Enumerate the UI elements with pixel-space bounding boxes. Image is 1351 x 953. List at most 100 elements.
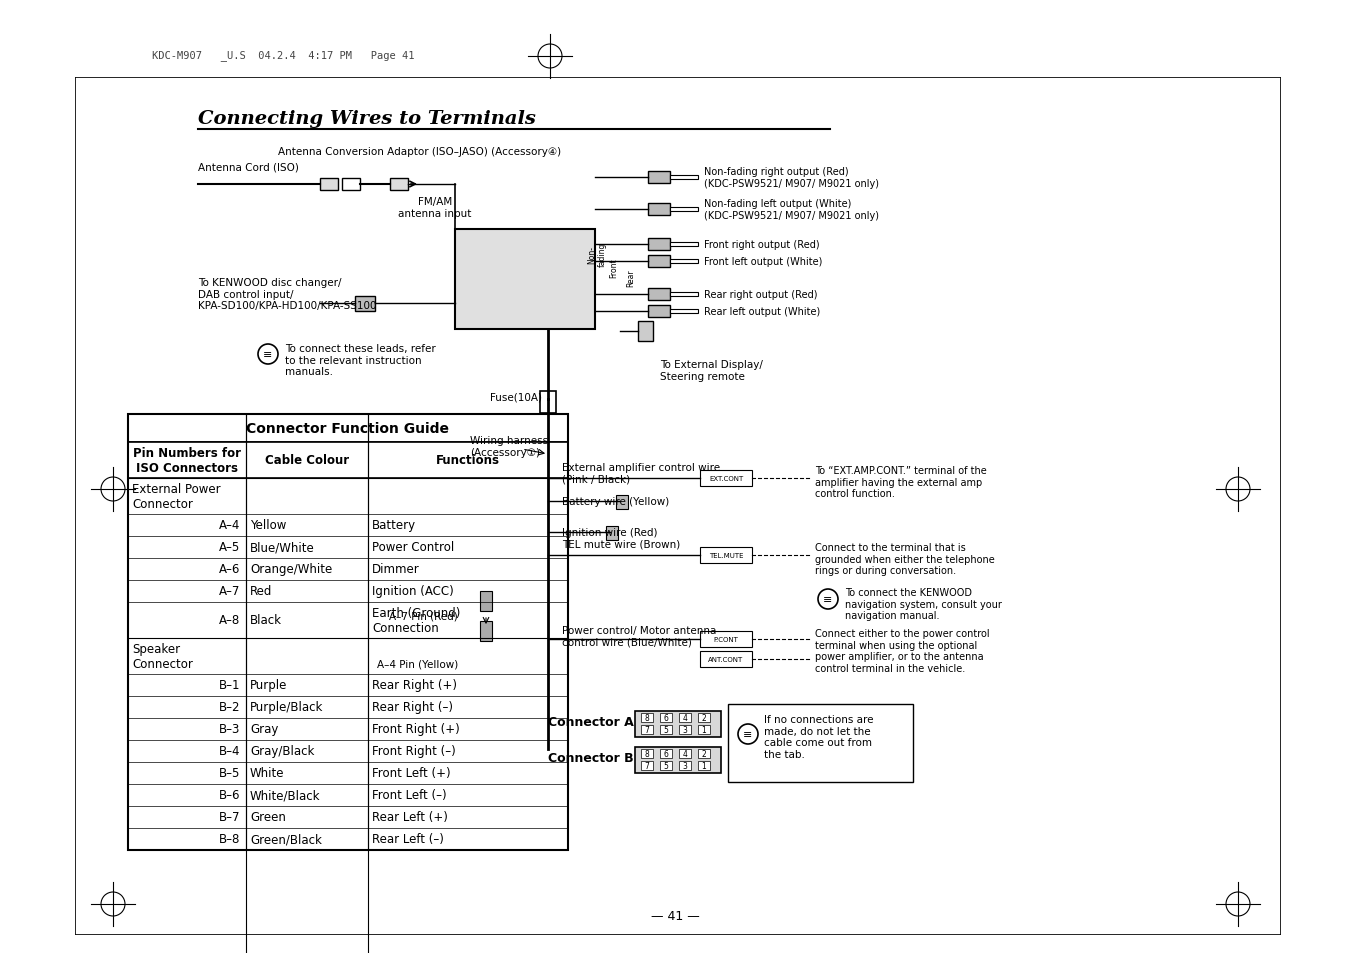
- Bar: [670, 260, 698, 264]
- Bar: [698, 725, 711, 734]
- Text: 8: 8: [644, 713, 650, 722]
- Text: TEL mute wire (Brown): TEL mute wire (Brown): [562, 539, 681, 550]
- Text: Connect to the terminal that is
grounded when either the telephone
rings or duri: Connect to the terminal that is grounded…: [815, 542, 994, 576]
- Text: 8: 8: [644, 749, 650, 759]
- Text: Rear right output (Red): Rear right output (Red): [704, 290, 817, 299]
- Bar: [342, 179, 359, 191]
- Text: FM/AM
antenna input: FM/AM antenna input: [399, 196, 471, 218]
- Bar: [661, 761, 671, 770]
- Bar: [670, 293, 698, 296]
- Text: Connector A: Connector A: [549, 716, 634, 729]
- Text: KDC-M907   _U.S  04.2.4  4:17 PM   Page 41: KDC-M907 _U.S 04.2.4 4:17 PM Page 41: [153, 50, 415, 61]
- Text: Non-
fading: Non- fading: [588, 243, 607, 267]
- Bar: [648, 306, 670, 317]
- Text: Gray/Black: Gray/Black: [250, 744, 315, 758]
- Bar: [355, 296, 376, 312]
- Bar: [128, 415, 567, 442]
- Text: B–4: B–4: [219, 744, 240, 758]
- Text: Connector B: Connector B: [549, 752, 634, 764]
- Text: A–4 Pin (Yellow): A–4 Pin (Yellow): [377, 659, 458, 669]
- Bar: [635, 711, 721, 738]
- Text: A–7: A–7: [219, 585, 240, 598]
- Bar: [635, 747, 721, 773]
- Bar: [698, 761, 711, 770]
- Text: ANT.CONT: ANT.CONT: [708, 657, 743, 662]
- Bar: [128, 442, 567, 478]
- Bar: [728, 704, 913, 782]
- Text: If no connections are
made, do not let the
cable come out from
the tab.: If no connections are made, do not let t…: [765, 714, 874, 759]
- Bar: [700, 547, 753, 563]
- Text: Rear Right (–): Rear Right (–): [372, 700, 453, 714]
- Text: B–6: B–6: [219, 789, 240, 801]
- Bar: [616, 496, 628, 510]
- Text: Purple/Black: Purple/Black: [250, 700, 323, 714]
- Text: B–1: B–1: [219, 679, 240, 692]
- Text: 2: 2: [701, 713, 707, 722]
- Bar: [128, 415, 567, 850]
- Bar: [661, 749, 671, 759]
- Text: 3: 3: [682, 725, 688, 734]
- Bar: [648, 239, 670, 251]
- Text: Connecting Wires to Terminals: Connecting Wires to Terminals: [199, 110, 536, 128]
- Text: Gray: Gray: [250, 722, 278, 736]
- Text: 2: 2: [701, 749, 707, 759]
- Bar: [670, 310, 698, 314]
- Text: Connect either to the power control
terminal when using the optional
power ampli: Connect either to the power control term…: [815, 628, 990, 673]
- Text: 7: 7: [644, 761, 650, 770]
- Text: Battery: Battery: [372, 519, 416, 532]
- Text: 1: 1: [701, 761, 707, 770]
- Text: Front right output (Red): Front right output (Red): [704, 240, 820, 250]
- Text: External Power
Connector: External Power Connector: [132, 482, 220, 511]
- Bar: [390, 179, 408, 191]
- Text: Rear Left (–): Rear Left (–): [372, 833, 444, 845]
- Bar: [648, 172, 670, 184]
- Text: To connect these leads, refer
to the relevant instruction
manuals.: To connect these leads, refer to the rel…: [285, 344, 436, 376]
- Text: Green: Green: [250, 811, 286, 823]
- Text: B–2: B–2: [219, 700, 240, 714]
- Text: Green/Black: Green/Black: [250, 833, 322, 845]
- Text: To External Display/
Steering remote: To External Display/ Steering remote: [661, 359, 763, 381]
- Bar: [320, 179, 338, 191]
- Bar: [700, 471, 753, 486]
- Text: Connector Function Guide: Connector Function Guide: [246, 421, 450, 436]
- Text: 4: 4: [682, 713, 688, 722]
- Text: TEL.MUTE: TEL.MUTE: [709, 553, 743, 558]
- Text: Purple: Purple: [250, 679, 288, 692]
- Bar: [680, 749, 690, 759]
- Text: Wiring harness
(Accessory①): Wiring harness (Accessory①): [470, 436, 549, 457]
- Text: B–3: B–3: [219, 722, 240, 736]
- Text: EXT.CONT: EXT.CONT: [709, 476, 743, 481]
- Text: Pin Numbers for
ISO Connectors: Pin Numbers for ISO Connectors: [132, 447, 240, 475]
- Text: Front Left (+): Front Left (+): [372, 767, 451, 780]
- Text: Functions: Functions: [436, 454, 500, 467]
- Text: Dimmer: Dimmer: [372, 563, 420, 576]
- Text: To KENWOOD disc changer/
DAB control input/
KPA-SD100/KPA-HD100/KPA-SS100: To KENWOOD disc changer/ DAB control inp…: [199, 277, 377, 311]
- Text: Power Control: Power Control: [372, 541, 454, 554]
- Text: Black: Black: [250, 614, 282, 627]
- Bar: [680, 761, 690, 770]
- Bar: [455, 230, 594, 330]
- Text: Rear Right (+): Rear Right (+): [372, 679, 457, 692]
- Text: ≡: ≡: [263, 350, 273, 359]
- Bar: [607, 526, 617, 540]
- Text: 7: 7: [644, 725, 650, 734]
- Text: A–4: A–4: [219, 519, 240, 532]
- Bar: [638, 322, 653, 341]
- Bar: [648, 204, 670, 215]
- Bar: [670, 208, 698, 212]
- Text: Non-fading left output (White)
(KDC-PSW9521/ M907/ M9021 only): Non-fading left output (White) (KDC-PSW9…: [704, 199, 880, 220]
- Text: 3: 3: [682, 761, 688, 770]
- Text: B–7: B–7: [219, 811, 240, 823]
- Bar: [540, 392, 557, 414]
- Bar: [648, 289, 670, 301]
- Text: B–5: B–5: [219, 767, 240, 780]
- Bar: [480, 621, 492, 641]
- Text: B–8: B–8: [219, 833, 240, 845]
- Bar: [670, 175, 698, 180]
- Text: To connect the KENWOOD
navigation system, consult your
navigation manual.: To connect the KENWOOD navigation system…: [844, 587, 1002, 620]
- Text: White/Black: White/Black: [250, 789, 320, 801]
- Text: A–5: A–5: [219, 541, 240, 554]
- Text: 6: 6: [663, 749, 669, 759]
- Text: Rear: Rear: [627, 269, 635, 287]
- Text: Speaker
Connector: Speaker Connector: [132, 642, 193, 670]
